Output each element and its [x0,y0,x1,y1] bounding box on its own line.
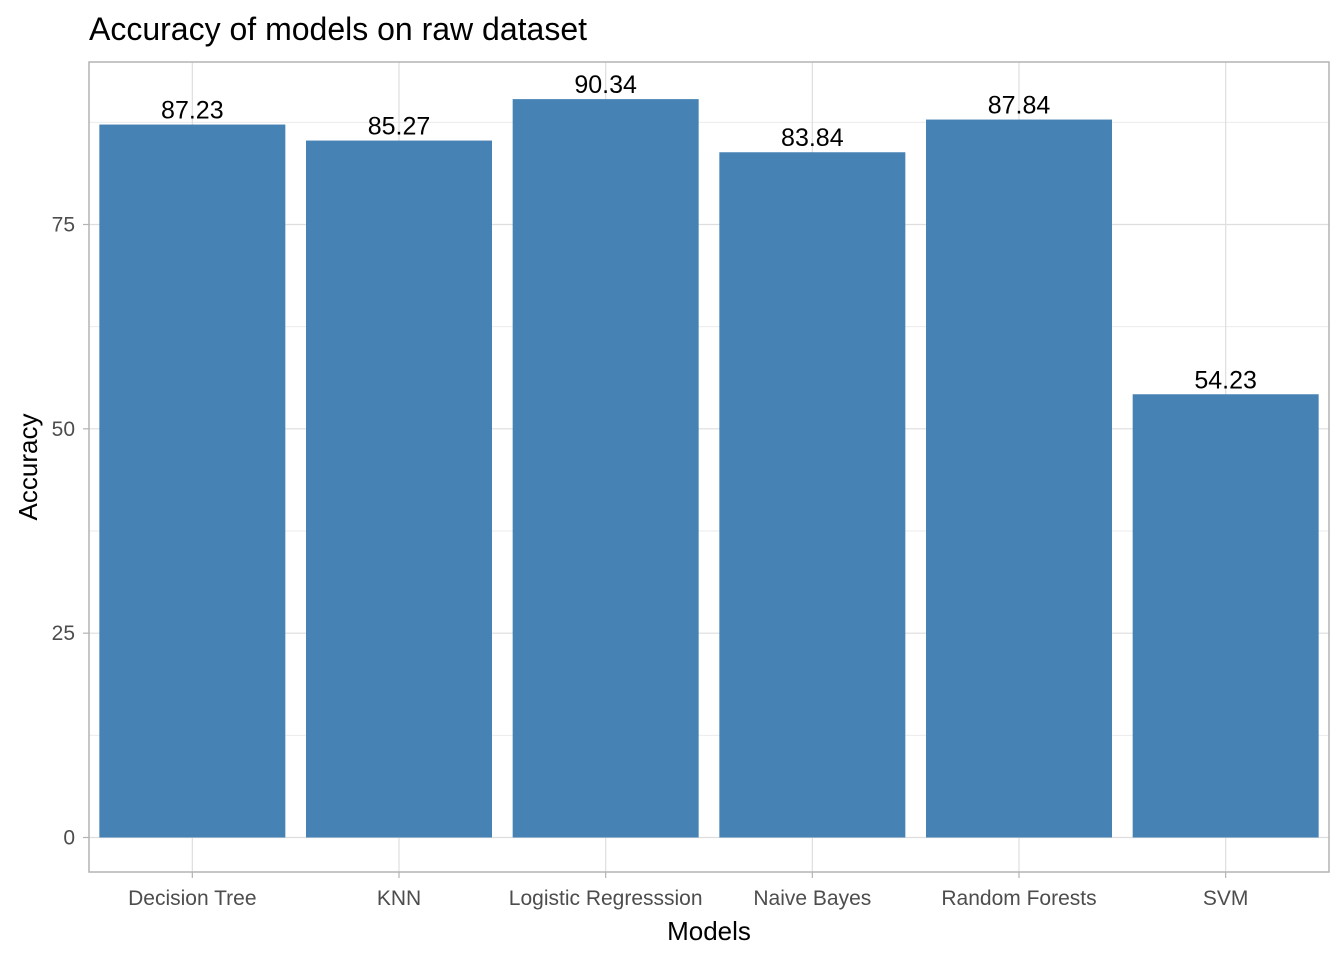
x-tick-label: Naive Bayes [753,887,871,910]
data-label: 85.27 [368,113,431,141]
bar [926,119,1112,838]
y-tick-label: 75 [52,214,75,237]
x-tick-label: Logistic Regresssion [509,887,703,910]
y-axis-ticks: 0 25 50 75 [52,214,89,850]
x-tick-label: SVM [1203,887,1249,910]
data-label: 87.23 [161,97,224,125]
y-axis-title: Accuracy [13,414,43,521]
x-tick-label: Decision Tree [128,887,256,910]
data-label: 87.84 [988,92,1051,120]
x-axis-title: Models [667,916,751,946]
data-label: 83.84 [781,124,844,152]
bar [512,99,699,838]
y-tick-label: 50 [52,418,75,441]
bar [719,152,906,838]
x-tick-label: KNN [377,887,421,910]
bar [306,140,492,838]
bar [1132,394,1319,838]
data-label: 54.23 [1194,366,1257,394]
x-tick-label: Random Forests [941,887,1096,910]
y-tick-label: 25 [52,622,75,645]
chart-title: Accuracy of models on raw dataset [89,11,587,47]
x-axis-ticks: Decision Tree KNN Logistic Regresssion Naiv… [128,872,1248,910]
data-labels: 87.23 85.27 90.34 83.84 87.84 54.23 [161,71,1257,394]
y-tick-label: 0 [63,827,75,850]
data-label: 90.34 [574,71,637,99]
bars [99,99,1319,838]
plot-panel-border [88,61,1330,873]
bar [99,124,286,838]
